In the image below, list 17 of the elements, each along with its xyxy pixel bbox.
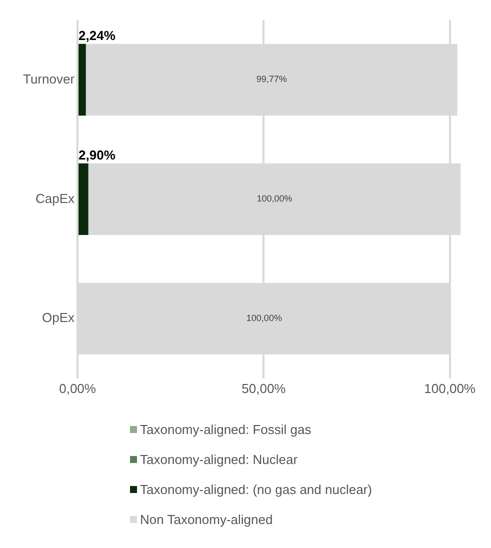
legend-label: Taxonomy-aligned: Nuclear: [140, 452, 298, 466]
legend-label: Taxonomy-aligned: (no gas and nuclear): [140, 482, 372, 496]
legend-label: Non Taxonomy-aligned: [140, 512, 273, 526]
data-label: 99,77%: [256, 74, 287, 84]
y-tick-label: Turnover: [22, 71, 76, 86]
x-tick-label: 50,00%: [242, 380, 286, 396]
bar: [78, 163, 88, 236]
data-label: 100,00%: [246, 313, 282, 324]
bar: [78, 44, 86, 116]
x-tick-label: 0,00%: [59, 380, 96, 396]
data-label: 2,24%: [78, 28, 116, 43]
legend-label: Taxonomy-aligned: Fossil gas: [140, 422, 312, 436]
y-tick-label: OpEx: [42, 310, 76, 326]
x-tick-label: 100,00%: [424, 380, 476, 396]
data-label: 2,90%: [78, 147, 116, 162]
y-tick-label: CapEx: [36, 190, 76, 206]
data-label: 100,00%: [256, 194, 292, 204]
